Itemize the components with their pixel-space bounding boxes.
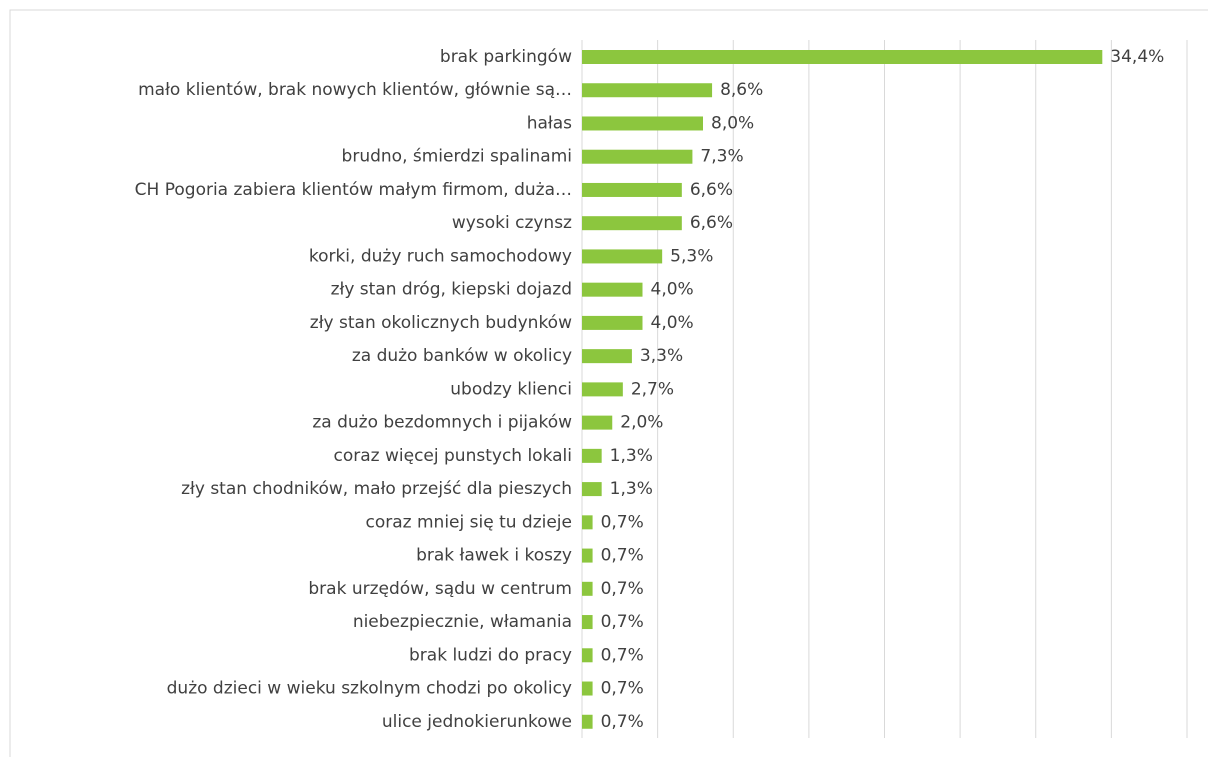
bar	[582, 448, 602, 463]
bar	[582, 581, 593, 596]
bar	[582, 83, 713, 98]
category-label: wysoki czynsz	[452, 213, 572, 233]
value-label: 0,7%	[601, 679, 644, 699]
category-label: brak parkingów	[440, 47, 572, 67]
bar	[582, 282, 643, 297]
value-label: 0,7%	[601, 712, 644, 732]
value-label: 2,7%	[631, 379, 674, 399]
bar	[582, 648, 593, 663]
bar	[582, 615, 593, 630]
value-label: 6,6%	[690, 180, 733, 200]
category-label: zły stan okolicznych budynków	[310, 313, 572, 333]
category-label: ulice jednokierunkowe	[382, 712, 572, 732]
bar	[582, 382, 623, 397]
bar	[582, 249, 663, 264]
value-label: 34,4%	[1110, 47, 1164, 67]
value-label: 8,0%	[711, 113, 754, 133]
category-label: coraz mniej się tu dzieje	[366, 512, 573, 532]
category-label: CH Pogoria zabiera klientów małym firmom…	[135, 180, 572, 200]
value-label: 0,7%	[601, 612, 644, 632]
category-label: brak ludzi do pracy	[409, 645, 572, 665]
bar	[582, 50, 1103, 64]
category-label: brudno, śmierdzi spalinami	[342, 147, 572, 167]
bar	[582, 714, 593, 729]
bar	[582, 315, 643, 330]
category-label: dużo dzieci w wieku szkolnym chodzi po o…	[167, 679, 572, 699]
bar	[582, 515, 593, 530]
bar	[582, 149, 693, 164]
value-label: 0,7%	[601, 579, 644, 599]
category-label: mało klientów, brak nowych klientów, głó…	[138, 80, 572, 100]
category-label: za dużo banków w okolicy	[352, 346, 572, 366]
value-label: 1,3%	[610, 479, 653, 499]
value-label: 2,0%	[620, 413, 663, 433]
value-label: 5,3%	[670, 246, 713, 266]
bar	[582, 349, 632, 364]
bar	[582, 216, 682, 231]
bar	[582, 116, 703, 131]
value-label: 0,7%	[601, 645, 644, 665]
category-label: korki, duży ruch samochodowy	[309, 246, 572, 266]
value-label: 4,0%	[651, 280, 694, 300]
bar	[582, 681, 593, 696]
bar	[582, 182, 682, 197]
category-label: brak urzędów, sądu w centrum	[308, 579, 572, 599]
category-label: za dużo bezdomnych i pijaków	[312, 413, 572, 433]
category-label: zły stan dróg, kiepski dojazd	[331, 280, 572, 300]
category-label: hałas	[527, 113, 572, 133]
bar	[582, 482, 602, 497]
value-label: 0,7%	[601, 512, 644, 532]
bar	[582, 548, 593, 563]
value-label: 1,3%	[610, 446, 653, 466]
category-label: brak ławek i koszy	[416, 546, 572, 566]
category-label: ubodzy klienci	[450, 379, 572, 399]
value-label: 4,0%	[651, 313, 694, 333]
value-label: 7,3%	[700, 147, 743, 167]
value-label: 0,7%	[601, 546, 644, 566]
value-label: 3,3%	[640, 346, 683, 366]
category-label: coraz więcej punstych lokali	[334, 446, 572, 466]
chart-frame	[9, 9, 1208, 757]
bar	[582, 415, 613, 430]
value-label: 6,6%	[690, 213, 733, 233]
category-label: zły stan chodników, mało przejść dla pie…	[181, 479, 572, 499]
category-label: niebezpiecznie, włamania	[353, 612, 572, 632]
value-label: 8,6%	[720, 80, 763, 100]
